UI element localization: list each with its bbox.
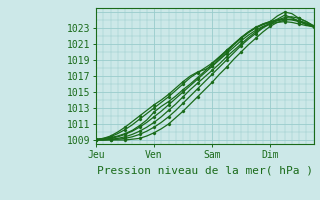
X-axis label: Pression niveau de la mer( hPa ): Pression niveau de la mer( hPa )	[97, 165, 313, 175]
